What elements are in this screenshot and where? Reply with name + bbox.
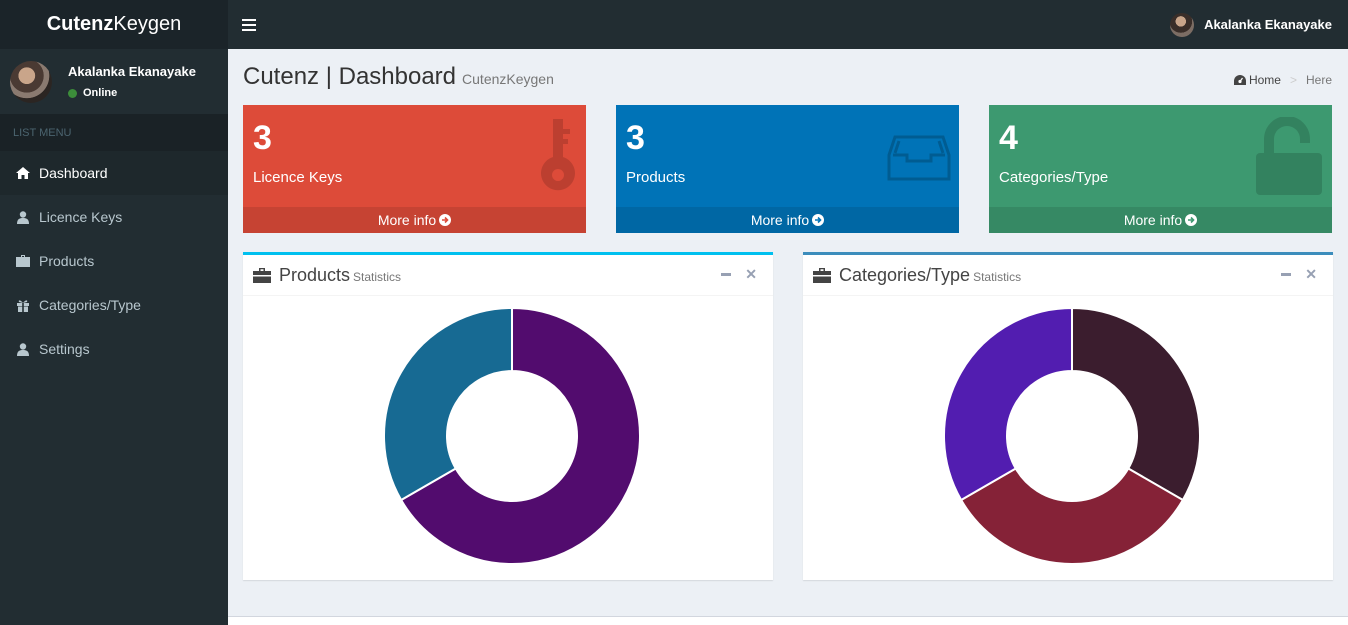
sidebar-item-licence-keys[interactable]: Licence Keys: [0, 195, 228, 239]
sidebar-item-dashboard[interactable]: Dashboard: [0, 151, 228, 195]
logo-light: Keygen: [113, 13, 182, 35]
user-panel: Akalanka Ekanayake Online: [0, 49, 228, 114]
user-status-label: Online: [83, 87, 118, 99]
sidebar: Cutenz Keygen Akalanka Ekanayake Online L…: [0, 0, 228, 625]
page-title-text: Cutenz | Dashboard: [243, 63, 457, 90]
footer: [228, 616, 1348, 625]
minimize-icon[interactable]: [721, 272, 732, 276]
user-icon: [16, 210, 30, 224]
breadcrumb-current: Here: [1305, 73, 1332, 87]
arrow-circle-right-icon: [439, 214, 452, 226]
sidebar-item-label: Categories/Type: [39, 297, 141, 313]
briefcase-icon: [16, 254, 30, 268]
products-statistics-panel: Products Statistics ✕: [243, 252, 773, 580]
more-info-label: More info: [1123, 212, 1183, 228]
breadcrumb-home[interactable]: Home: [1233, 73, 1281, 87]
gift-icon: [16, 298, 30, 312]
panel-title: Products: [279, 264, 351, 285]
key-icon: [541, 119, 575, 191]
sidebar-item-label: Products: [39, 253, 95, 269]
panel-header: Categories/Type Statistics ✕: [803, 255, 1333, 296]
more-info-label: More info: [750, 212, 810, 228]
inbox-icon: [887, 135, 951, 181]
licence-keys-box: 3 Licence Keys More info: [243, 105, 586, 233]
arrow-circle-right-icon: [812, 214, 825, 226]
products-box: 3 Products More info: [616, 105, 959, 233]
box-value: 3: [253, 119, 272, 157]
panel-subtitle: Statistics: [973, 270, 1022, 284]
products-donut-chart: [383, 306, 641, 565]
more-info-label: More info: [377, 212, 437, 228]
online-dot-icon: [68, 88, 77, 98]
donut-slice-2[interactable]: [943, 306, 1073, 502]
sidebar-item-label: Settings: [39, 341, 90, 357]
donut-slice-0[interactable]: [1071, 306, 1201, 502]
donut-slice-0[interactable]: [399, 306, 641, 565]
breadcrumb-separator: >: [1289, 73, 1297, 87]
close-icon[interactable]: ✕: [1305, 266, 1317, 282]
donut-slice-1[interactable]: [383, 306, 513, 502]
panel-subtitle: Statistics: [353, 270, 402, 284]
top-navbar: Akalanka Ekanayake: [228, 0, 1348, 49]
panel-title: Categories/Type: [839, 264, 971, 285]
page-subtitle: CutenzKeygen: [462, 71, 554, 87]
menu-header: LIST MENU: [0, 114, 228, 151]
sidebar-item-label: Dashboard: [39, 165, 108, 181]
content-wrapper: Cutenz | Dashboard CutenzKeygen Home > He…: [228, 49, 1348, 616]
more-info-link[interactable]: More info: [616, 207, 959, 233]
breadcrumb-home-label: Home: [1248, 73, 1281, 87]
categories-statistics-panel: Categories/Type Statistics ✕: [803, 252, 1333, 580]
panel-header: Products Statistics ✕: [243, 255, 773, 296]
box-label: Licence Keys: [253, 169, 343, 186]
briefcase-icon: [253, 267, 271, 283]
box-label: Products: [626, 169, 686, 186]
logo-bold: Cutenz: [46, 13, 114, 35]
more-info-link[interactable]: More info: [243, 207, 586, 233]
sidebar-item-categories[interactable]: Categories/Type: [0, 283, 228, 327]
avatar: [1170, 12, 1195, 37]
briefcase-icon: [813, 267, 831, 283]
box-value: 4: [999, 119, 1018, 157]
categories-box: 4 Categories/Type More info: [989, 105, 1332, 233]
sidebar-item-label: Licence Keys: [39, 209, 123, 225]
arrow-circle-right-icon: [1185, 214, 1198, 226]
box-value: 3: [626, 119, 645, 157]
top-user-name: Akalanka Ekanayake: [1204, 17, 1332, 32]
user-menu[interactable]: Akalanka Ekanayake: [1170, 12, 1332, 37]
breadcrumb: Home > Here: [1233, 73, 1332, 87]
sidebar-item-products[interactable]: Products: [0, 239, 228, 283]
user-name: Akalanka Ekanayake: [68, 64, 196, 79]
page-title: Cutenz | Dashboard CutenzKeygen: [243, 63, 554, 91]
sidebar-item-settings[interactable]: Settings: [0, 327, 228, 371]
more-info-link[interactable]: More info: [989, 207, 1332, 233]
user-icon: [16, 342, 30, 356]
unlock-icon: [1256, 117, 1322, 195]
avatar: [10, 60, 52, 103]
close-icon[interactable]: ✕: [745, 266, 757, 282]
app-logo[interactable]: Cutenz Keygen: [0, 0, 228, 49]
categories-donut-chart: [943, 306, 1201, 565]
minimize-icon[interactable]: [1281, 272, 1292, 276]
home-icon: [16, 166, 30, 180]
donut-slice-1[interactable]: [959, 467, 1185, 565]
menu-toggle-icon[interactable]: [242, 18, 256, 31]
box-label: Categories/Type: [999, 169, 1109, 186]
user-status: Online: [68, 87, 196, 99]
dashboard-icon: [1233, 75, 1246, 85]
